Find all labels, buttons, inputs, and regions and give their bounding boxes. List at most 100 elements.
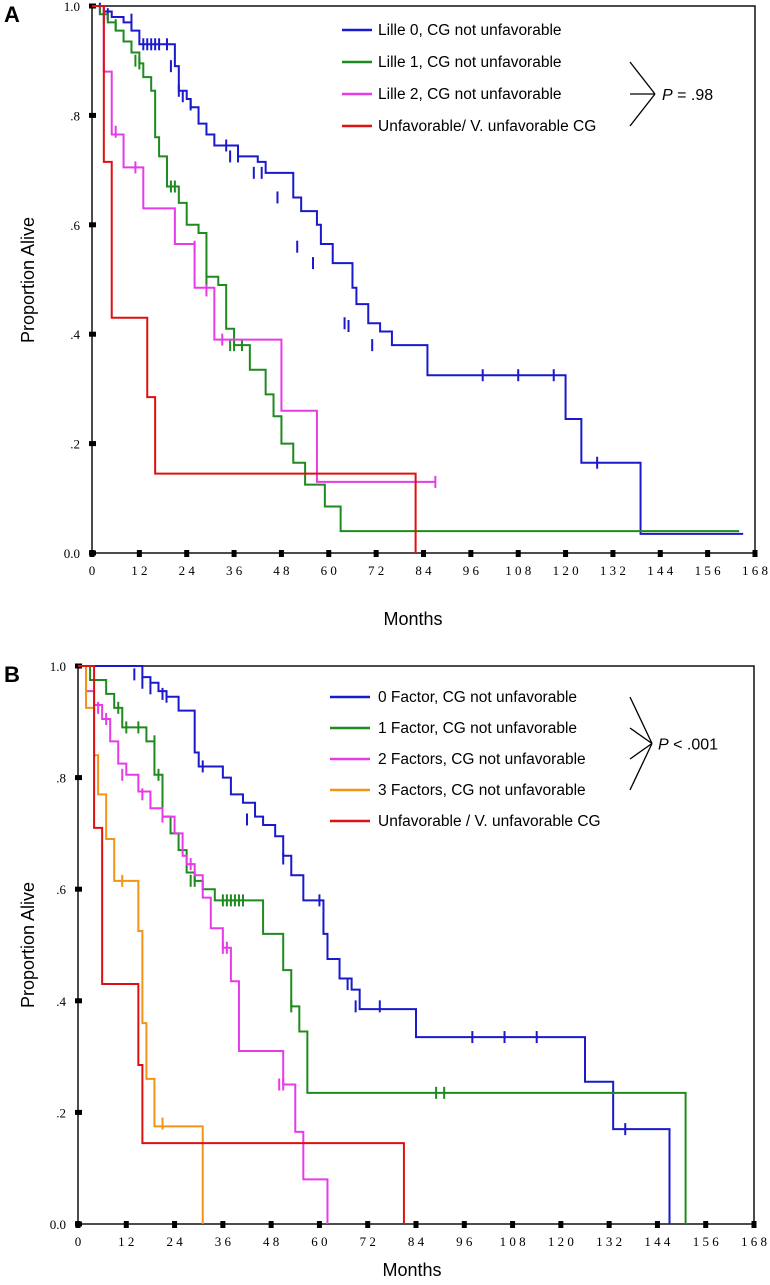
x-tick-label: 7 2 xyxy=(368,563,384,578)
x-tick-label: 1 0 8 xyxy=(505,563,531,578)
legend-label: 1 Factor, CG not unfavorable xyxy=(378,720,577,737)
p-brace xyxy=(629,696,653,791)
panel-b-ticks: 0 1 2 2 4 3 6 4 8 6 0 7 2 8 4 9 6 1 0 8 1 2 0 1 3 2… xyxy=(50,659,767,1249)
series-line-3 xyxy=(78,665,329,1224)
p-value-annotation: P < .001 xyxy=(658,737,718,754)
x-tick-label: 1 2 xyxy=(118,1234,134,1249)
series-line-1 xyxy=(92,5,744,535)
x-tick-label: 6 0 xyxy=(321,563,337,578)
x-tick-label: 6 0 xyxy=(311,1234,327,1249)
p-value-annotation: P = .98 xyxy=(662,87,713,104)
y-tick-label: 0.0 xyxy=(50,1217,66,1232)
x-tick xyxy=(136,550,142,557)
x-tick-label: 4 8 xyxy=(273,563,289,578)
y-tick xyxy=(89,222,96,228)
x-tick-label: 4 8 xyxy=(263,1234,279,1249)
x-tick xyxy=(268,1221,274,1228)
x-tick xyxy=(316,1221,322,1228)
x-tick-label: 9 6 xyxy=(456,1234,473,1249)
x-tick xyxy=(373,550,379,557)
p-italic: P xyxy=(658,737,669,754)
x-tick xyxy=(461,1221,467,1228)
x-tick-label: 1 6 8 xyxy=(741,1234,767,1249)
y-tick xyxy=(75,1221,82,1227)
x-tick xyxy=(510,1221,516,1228)
x-tick xyxy=(172,1221,178,1228)
y-tick xyxy=(89,550,96,556)
y-tick-label: .4 xyxy=(70,327,80,342)
y-tick-label: .8 xyxy=(70,108,80,123)
x-tick xyxy=(610,550,616,557)
y-tick-label: 1.0 xyxy=(64,0,80,14)
x-tick xyxy=(563,550,569,557)
panel-b-xlabel: Months xyxy=(382,1260,441,1280)
x-tick-label: 1 0 8 xyxy=(500,1234,526,1249)
y-tick-label: .8 xyxy=(56,771,66,786)
y-tick xyxy=(75,886,82,892)
panel-a-ylabel: Proportion Alive xyxy=(18,217,38,343)
y-tick-label: .2 xyxy=(56,1105,66,1120)
x-tick xyxy=(705,550,711,557)
panel-b-legend: 0 Factor, CG not unfavorable 1 Factor, CG… xyxy=(330,689,718,830)
x-tick-label: 1 6 8 xyxy=(742,563,768,578)
x-tick-label: 0 xyxy=(75,1234,82,1249)
legend-label: 3 Factors, CG not unfavorable xyxy=(378,782,586,799)
x-tick-label: 9 6 xyxy=(463,563,480,578)
x-tick-label: 1 3 2 xyxy=(600,563,626,578)
x-tick-label: 2 4 xyxy=(166,1234,183,1249)
legend-label: 0 Factor, CG not unfavorable xyxy=(378,689,577,706)
x-tick-label: 1 3 2 xyxy=(596,1234,622,1249)
series-line-4 xyxy=(78,665,204,1224)
legend-label: Unfavorable/ V. unfavorable CG xyxy=(378,118,596,135)
legend-label: Lille 1, CG not unfavorable xyxy=(378,54,562,71)
x-tick xyxy=(326,550,332,557)
x-tick-label: 1 2 0 xyxy=(548,1234,574,1249)
x-tick xyxy=(751,1221,757,1228)
x-tick-label: 1 4 4 xyxy=(644,1234,671,1249)
x-tick-label: 2 4 xyxy=(179,563,196,578)
panel-a-xlabel: Months xyxy=(383,609,442,629)
x-tick-label: 1 5 6 xyxy=(695,563,722,578)
panel-a-ticks: 0 1 2 2 4 3 6 4 8 6 0 7 2 8 4 9 6 1 0 8 1 2 0 1 3 2… xyxy=(64,0,768,578)
x-tick xyxy=(515,550,521,557)
y-tick xyxy=(89,441,96,447)
x-tick xyxy=(752,550,758,557)
series-line-4 xyxy=(92,5,417,553)
x-tick-label: 1 2 xyxy=(131,563,147,578)
y-tick-label: .4 xyxy=(56,994,66,1009)
x-tick-label: 8 4 xyxy=(408,1234,425,1249)
y-tick-label: .6 xyxy=(70,218,80,233)
y-tick xyxy=(89,331,96,337)
x-tick-label: 1 4 4 xyxy=(647,563,674,578)
x-tick xyxy=(421,550,426,557)
p-value: < .001 xyxy=(669,737,718,754)
x-tick-label: 8 4 xyxy=(415,563,432,578)
series-line-1 xyxy=(78,665,671,1224)
series-line-3 xyxy=(92,5,436,483)
y-tick xyxy=(75,1109,82,1115)
y-tick xyxy=(75,998,82,1004)
y-tick-label: .6 xyxy=(56,882,66,897)
x-tick-label: 1 5 6 xyxy=(693,1234,720,1249)
x-tick xyxy=(413,1221,419,1228)
series-line-2 xyxy=(78,665,687,1224)
panel-b-tag: B xyxy=(4,662,20,687)
x-tick xyxy=(657,550,663,557)
y-tick-label: .2 xyxy=(70,437,80,452)
x-tick-label: 3 6 xyxy=(226,563,243,578)
panel-b: B Months Proportion Alive 0 1 2 2 4 3 6 4 8 6… xyxy=(4,659,767,1280)
legend-label: Unfavorable / V. unfavorable CG xyxy=(378,813,601,830)
panel-a-tag: A xyxy=(4,2,20,27)
legend-label: Lille 0, CG not unfavorable xyxy=(378,22,562,39)
p-value: = .98 xyxy=(673,87,714,104)
x-tick-label: 3 6 xyxy=(215,1234,232,1249)
x-tick xyxy=(558,1221,564,1228)
panel-a-curves xyxy=(92,2,744,553)
x-tick xyxy=(606,1221,612,1228)
x-tick xyxy=(184,550,190,557)
x-tick xyxy=(468,550,474,557)
series-line-5 xyxy=(78,665,405,1224)
y-tick xyxy=(75,775,82,781)
